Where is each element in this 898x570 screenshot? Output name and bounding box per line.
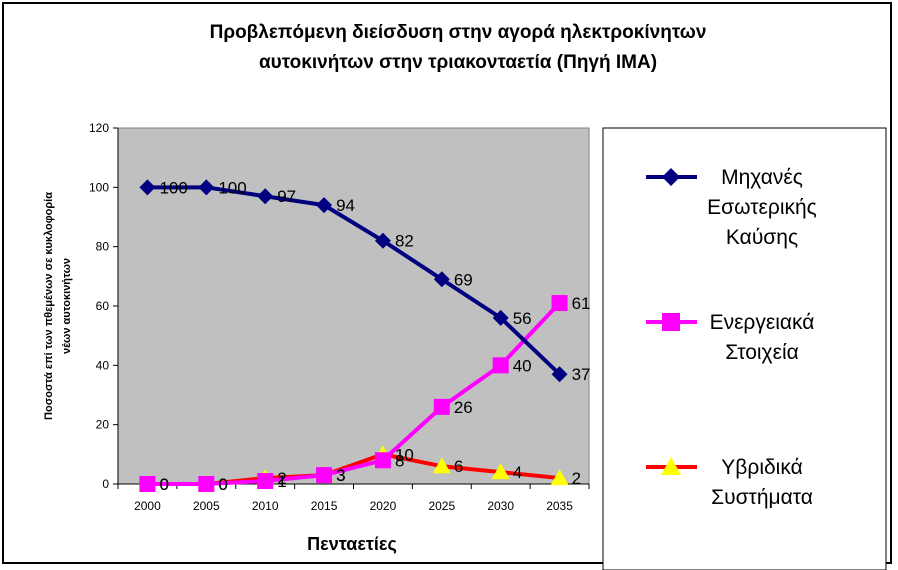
data-point xyxy=(139,179,156,196)
data-point xyxy=(433,271,450,288)
data-label: 56 xyxy=(513,309,532,328)
series-line xyxy=(147,185,561,376)
y-tick-label: 60 xyxy=(96,299,110,313)
plot-area xyxy=(117,127,590,485)
x-tick-label: 2010 xyxy=(252,499,279,513)
data-label: 0 xyxy=(159,475,168,494)
y-tick-label: 40 xyxy=(96,358,110,372)
legend-item-2: Ενεργειακά Στοιχεία xyxy=(646,311,814,364)
legend-label: Υβριδικά xyxy=(721,456,802,479)
legend-item-3: Υβριδικά Συστήματα xyxy=(646,456,813,509)
legend-label: Μηχανές xyxy=(721,166,803,189)
x-tick-label: 2015 xyxy=(311,499,338,513)
chart-title-line-2: αυτοκινήτων στην τριακονταετία (Πηγή IMA… xyxy=(259,52,657,73)
data-label: 97 xyxy=(277,187,296,206)
x-tick-label: 2020 xyxy=(370,499,397,513)
data-point xyxy=(316,467,333,484)
data-label: 3 xyxy=(336,466,345,485)
series-1 xyxy=(139,179,568,383)
y-axis-title: Ποσοστά επί των πθεμένων σε κυκλοφορία ν… xyxy=(43,192,73,420)
data-point xyxy=(492,309,509,326)
y-axis-title-line-2: νέων αυτοκινήτων xyxy=(61,258,73,354)
y-tick-label: 20 xyxy=(96,418,110,432)
data-point xyxy=(374,452,391,469)
data-label: 61 xyxy=(572,294,591,313)
data-label: 3 xyxy=(336,466,345,485)
data-label: 94 xyxy=(336,196,355,215)
chart-title-line-1: Προβλεπόμενη διείσδυση στην αγορά ηλεκτρ… xyxy=(210,22,707,43)
data-label: 69 xyxy=(454,270,473,289)
data-label: 100 xyxy=(159,178,187,197)
y-tick-label: 0 xyxy=(102,477,109,491)
data-label: 26 xyxy=(454,398,473,417)
data-point xyxy=(550,469,569,486)
legend-label: Στοιχεία xyxy=(725,341,799,364)
data-point xyxy=(257,188,274,205)
data-label: 2 xyxy=(277,469,286,488)
data-label: 37 xyxy=(572,365,591,384)
data-label: 0 xyxy=(159,475,168,494)
data-label: 1 xyxy=(277,472,286,491)
x-axis-title: Πενταετίες xyxy=(307,534,397,554)
legend-item-1: Μηχανές Εσωτερικής Καύσης xyxy=(646,166,817,249)
legend-label: Καύσης xyxy=(726,226,798,249)
series-2 xyxy=(139,295,568,492)
data-label: 100 xyxy=(218,178,246,197)
data-point xyxy=(139,476,156,492)
legend-label: Ενεργειακά xyxy=(710,311,815,334)
data-label: 8 xyxy=(395,451,404,470)
y-tick-label: 120 xyxy=(89,121,109,135)
legend-label: Εσωτερικής xyxy=(707,196,817,219)
data-point xyxy=(662,313,680,331)
data-point xyxy=(374,232,391,249)
data-point xyxy=(316,197,333,214)
y-tick-label: 100 xyxy=(89,180,109,194)
data-label: 82 xyxy=(395,232,414,251)
data-point xyxy=(198,476,215,492)
x-tick-label: 2000 xyxy=(134,499,161,513)
x-tick-label: 2035 xyxy=(546,499,573,513)
x-tick-label: 2030 xyxy=(487,499,514,513)
legend-box xyxy=(602,127,887,570)
data-label: 10 xyxy=(395,445,414,464)
data-point xyxy=(662,168,680,186)
data-label: 6 xyxy=(454,457,463,476)
legend-label: Συστήματα xyxy=(711,486,813,509)
data-point xyxy=(198,179,215,196)
data-label: 40 xyxy=(513,356,532,375)
data-label: 2 xyxy=(572,469,581,488)
data-label: 4 xyxy=(513,463,522,482)
y-axis-title-line-1: Ποσοστά επί των πθεμένων σε κυκλοφορία xyxy=(43,192,55,420)
data-point xyxy=(492,357,509,374)
data-point xyxy=(661,457,681,475)
series-line xyxy=(147,301,562,486)
data-point xyxy=(433,398,450,415)
y-tick-label: 80 xyxy=(96,240,110,254)
data-point xyxy=(257,473,274,490)
data-point xyxy=(491,463,510,480)
data-point xyxy=(432,457,451,474)
data-point xyxy=(551,366,568,383)
data-point xyxy=(551,295,568,312)
data-label: 0 xyxy=(218,475,227,494)
x-tick-label: 2005 xyxy=(193,499,220,513)
series-layer xyxy=(138,179,569,492)
x-tick-label: 2025 xyxy=(428,499,455,513)
data-label: 0 xyxy=(218,475,227,494)
legend: Μηχανές Εσωτερικής Καύσης Ενεργειακά Στοιχεί… xyxy=(646,166,817,509)
